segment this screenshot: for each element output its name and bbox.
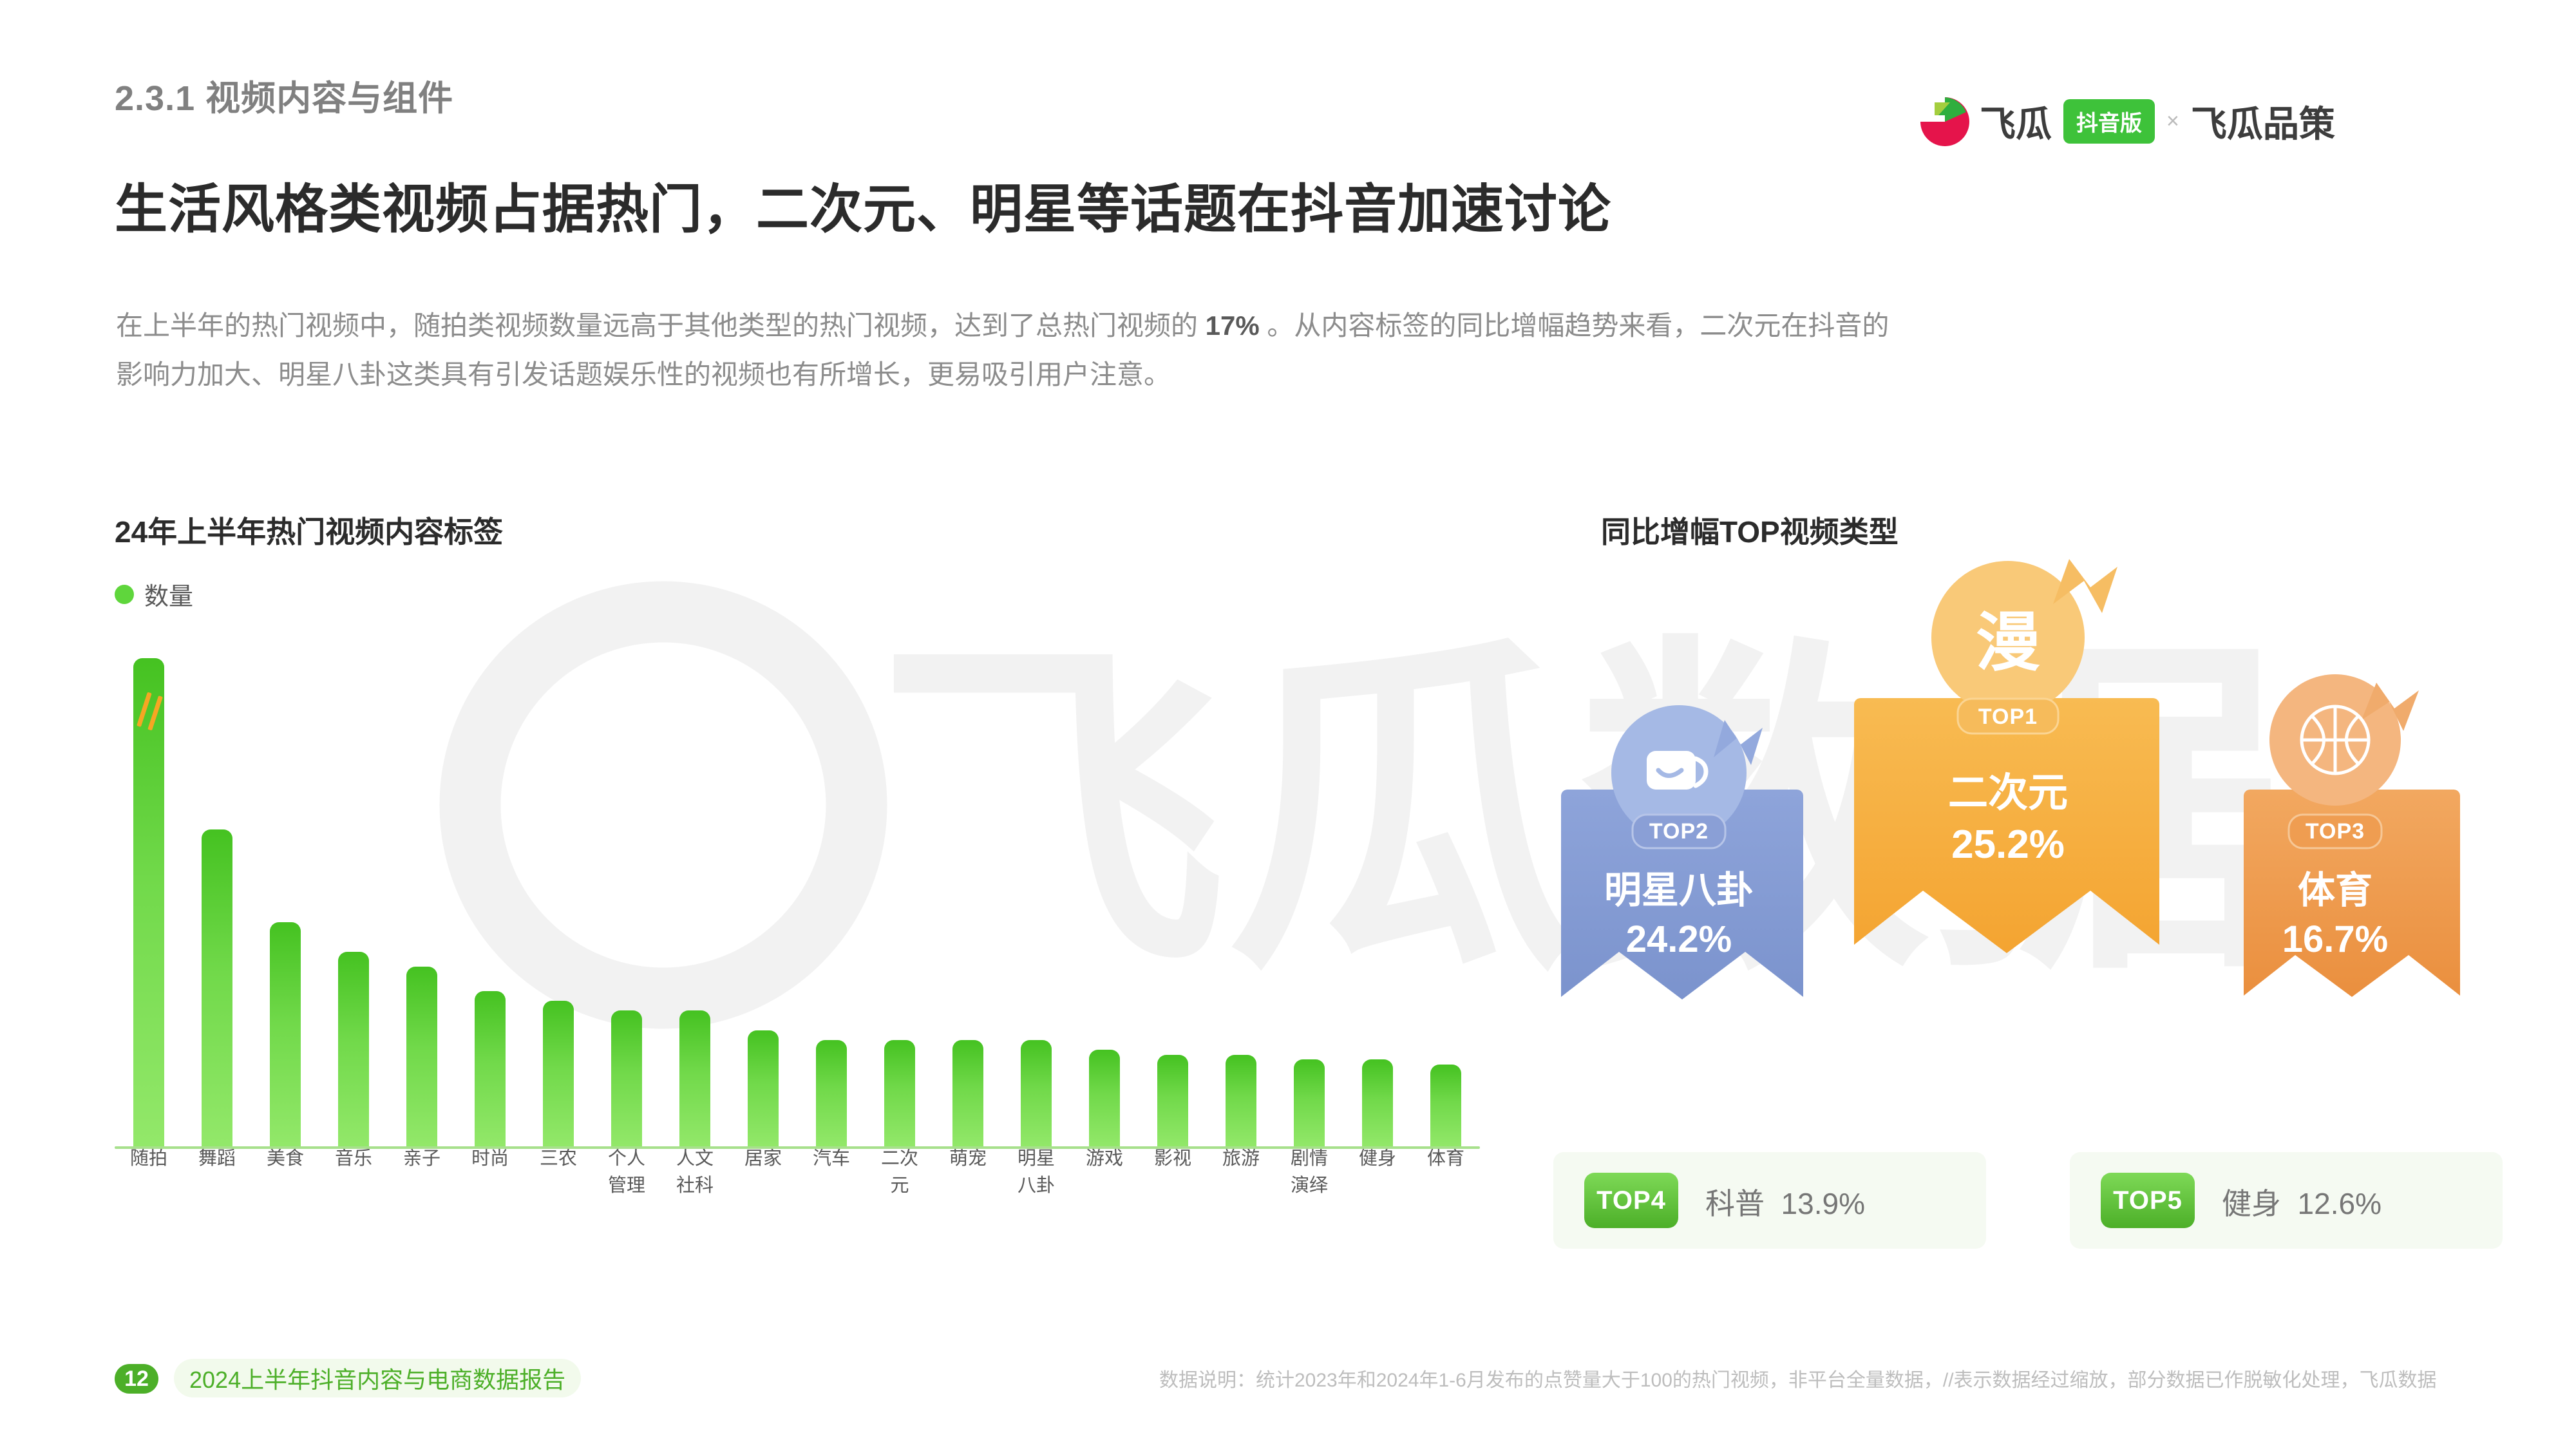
svg-text:TOP2: TOP2 <box>1649 819 1709 844</box>
svg-text:TOP3: TOP3 <box>2306 819 2365 844</box>
svg-text:二次元: 二次元 <box>1948 771 2068 815</box>
svg-text:漫: 漫 <box>1976 607 2040 679</box>
svg-text:25.2%: 25.2% <box>1951 822 2065 867</box>
svg-text:16.7%: 16.7% <box>2282 918 2388 960</box>
svg-text:明星八卦: 明星八卦 <box>1604 869 1754 911</box>
svg-text:TOP1: TOP1 <box>1978 705 2038 729</box>
svg-text:24.2%: 24.2% <box>1626 918 1732 960</box>
svg-text:体育: 体育 <box>2298 869 2372 911</box>
